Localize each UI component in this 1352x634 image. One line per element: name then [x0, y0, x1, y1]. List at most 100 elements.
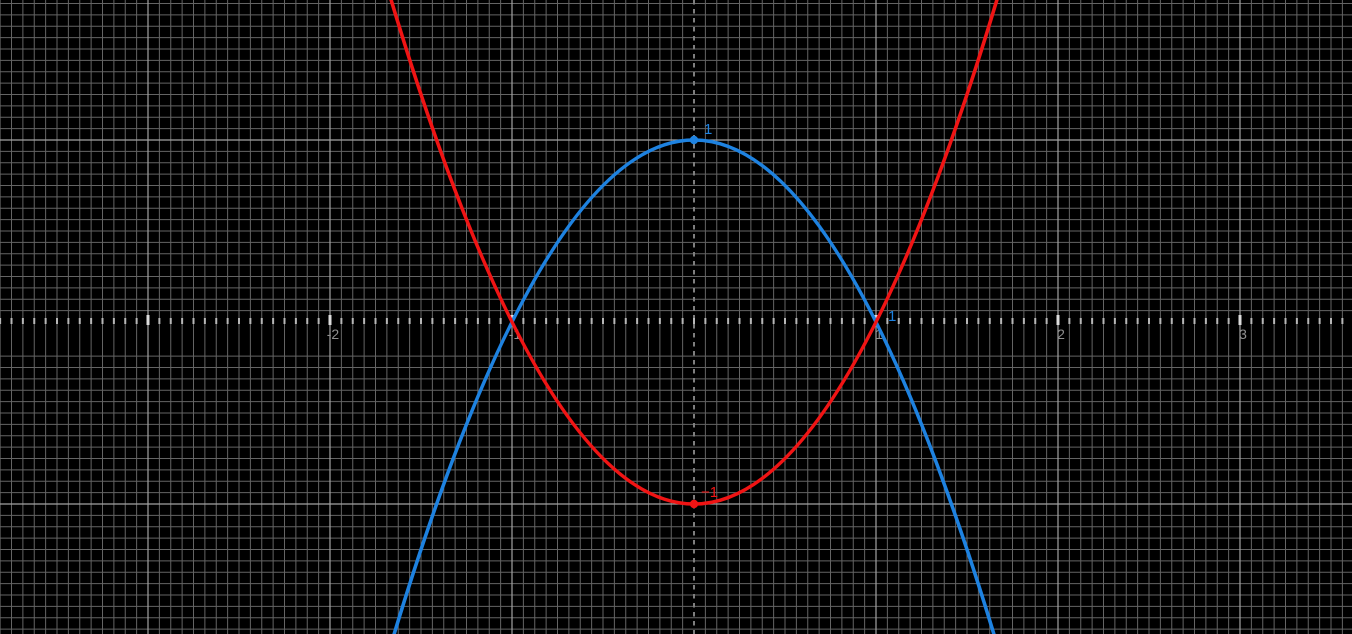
- x-axis-tick-label: -2: [327, 326, 340, 342]
- x-axis-dot: [124, 318, 127, 324]
- x-axis-dot: [761, 318, 764, 324]
- x-axis-tick-label: 3: [1239, 326, 1247, 342]
- x-axis-dot: [408, 318, 411, 324]
- x-axis-dot: [840, 318, 843, 324]
- x-axis-dot: [567, 318, 570, 324]
- x-axis-dot: [749, 318, 752, 324]
- x-axis-dot: [1227, 318, 1230, 324]
- x-axis-dot: [988, 318, 991, 324]
- x-axis-dot: [715, 318, 718, 324]
- x-axis-dot: [1193, 318, 1196, 324]
- x-axis-dot: [1182, 318, 1185, 324]
- x-axis-dot: [579, 318, 582, 324]
- x-axis-dot: [1102, 318, 1105, 324]
- x-axis-dot: [283, 318, 286, 324]
- x-axis-dot: [613, 318, 616, 324]
- x-axis-dot: [954, 318, 957, 324]
- x-axis-dot: [795, 318, 798, 324]
- x-axis-dot: [374, 318, 377, 324]
- x-axis-dot: [488, 318, 491, 324]
- x-axis-dot: [499, 318, 502, 324]
- x-axis-dot: [1341, 318, 1344, 324]
- x-axis-dot: [442, 318, 445, 324]
- x-axis-dot: [340, 318, 343, 324]
- x-axis-dot: [897, 318, 900, 324]
- x-axis-major-tick: [328, 315, 332, 325]
- x-axis-dot: [1034, 318, 1037, 324]
- x-axis-dot: [1318, 318, 1321, 324]
- x-axis-dot: [454, 318, 457, 324]
- x-axis-major-tick: [146, 315, 150, 325]
- x-axis-dot: [1022, 318, 1025, 324]
- x-axis-dot: [420, 318, 422, 324]
- x-axis-tick-label: 2: [1057, 326, 1065, 342]
- x-axis-dot: [704, 318, 707, 324]
- x-axis-dot: [101, 318, 104, 324]
- x-axis-dot: [886, 318, 889, 324]
- x-axis-dot: [431, 318, 434, 324]
- x-axis-dot: [852, 318, 855, 324]
- x-axis-dot: [1170, 318, 1173, 324]
- x-axis-dot: [112, 318, 115, 324]
- x-axis-dot: [772, 318, 775, 324]
- x-axis-dot: [920, 318, 923, 324]
- x-axis-dot: [351, 318, 354, 324]
- point-label: −1: [701, 484, 718, 501]
- x-axis-dot: [294, 318, 297, 324]
- x-axis-dot: [44, 318, 47, 324]
- x-axis-dot: [681, 318, 684, 324]
- x-axis-dot: [966, 318, 968, 324]
- x-axis-dot: [192, 318, 195, 324]
- x-axis-dot: [226, 318, 229, 324]
- x-axis-dot: [1125, 318, 1128, 324]
- x-axis-dot: [67, 318, 70, 324]
- x-axis-dot: [602, 318, 604, 324]
- x-axis-dot: [1045, 318, 1048, 324]
- x-axis-dot: [1148, 318, 1150, 324]
- x-axis-major-tick: [1238, 315, 1242, 325]
- x-axis-dot: [238, 318, 240, 324]
- x-axis-dot: [556, 318, 559, 324]
- x-axis-tick-label: 1: [875, 326, 883, 342]
- x-axis-dot: [306, 318, 309, 324]
- x-axis-dot: [1136, 318, 1139, 324]
- x-axis-dot: [203, 318, 206, 324]
- point-dot[interactable]: [689, 499, 699, 509]
- x-axis-dot: [476, 318, 479, 324]
- x-axis-dot: [1216, 318, 1219, 324]
- x-axis-dot: [1091, 318, 1094, 324]
- x-axis-dot: [727, 318, 730, 324]
- x-axis-dot: [215, 318, 218, 324]
- x-axis-dot: [977, 318, 980, 324]
- x-axis-dot: [943, 318, 946, 324]
- x-axis-dot: [0, 318, 2, 324]
- x-axis-dot: [1273, 318, 1276, 324]
- x-axis-dot: [1159, 318, 1162, 324]
- x-axis-major-tick: [1056, 315, 1060, 325]
- point-label: 1: [888, 308, 896, 325]
- x-axis-dot: [931, 318, 934, 324]
- x-axis-dot: [693, 318, 695, 324]
- x-axis-dot: [260, 318, 263, 324]
- x-axis-dot: [1261, 318, 1264, 324]
- x-axis-dot: [317, 318, 320, 324]
- x-axis-dot: [1307, 318, 1310, 324]
- x-axis-dot: [670, 318, 673, 324]
- x-axis-dot: [909, 318, 912, 324]
- x-axis-dot: [21, 318, 24, 324]
- point-label: 1: [704, 121, 712, 138]
- x-axis-dot: [181, 318, 184, 324]
- x-axis-dot: [533, 318, 536, 324]
- x-axis-dot: [1068, 318, 1071, 324]
- x-axis-dot: [10, 318, 13, 324]
- x-axis-dot: [1079, 318, 1082, 324]
- x-axis-dot: [135, 318, 138, 324]
- point-dot[interactable]: [689, 135, 699, 145]
- x-axis-dot: [647, 318, 650, 324]
- x-axis-dot: [1113, 318, 1116, 324]
- x-axis-dot: [863, 318, 866, 324]
- x-axis-dot: [636, 318, 639, 324]
- x-axis-dot: [818, 318, 821, 324]
- x-axis-dot: [465, 318, 468, 324]
